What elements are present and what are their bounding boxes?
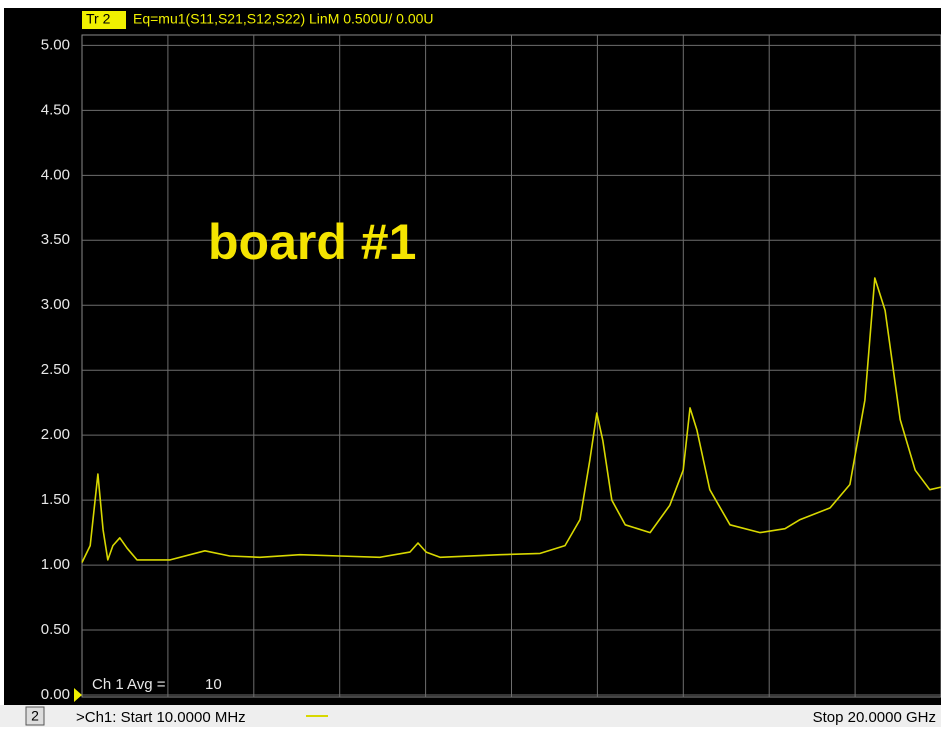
y-tick-label: 4.00 — [41, 166, 70, 183]
y-tick-label: 3.00 — [41, 296, 70, 313]
y-tick-label: 3.50 — [41, 231, 70, 248]
traces — [81, 277, 941, 563]
trace-header: Eq=mu1(S11,S21,S12,S22) LinM 0.500U/ 0.0… — [133, 11, 434, 27]
annotation: board #1 — [208, 214, 416, 270]
y-tick-label: 1.00 — [41, 556, 70, 573]
y-tick-label: 1.50 — [41, 491, 70, 508]
status-bar — [0, 705, 941, 727]
start-label: >Ch1: Start 10.0000 MHz — [76, 709, 246, 726]
channel-badge — [25, 706, 45, 726]
y-tick-label: 0.00 — [41, 686, 70, 703]
trace-badge — [82, 11, 126, 29]
y-tick-label: 2.50 — [41, 361, 70, 378]
screen — [4, 8, 941, 705]
trace-line — [81, 277, 941, 563]
y-tick-label: 5.00 — [41, 36, 70, 53]
stop-label: Stop 20.0000 GHz — [813, 709, 936, 726]
y-axis: 0.00 0.50 1.00 1.50 2.00 2.50 3.00 3.50 4.00 4.50… — [41, 36, 70, 703]
y-tick-label: 0.50 — [41, 621, 70, 638]
channel-number: 2 — [31, 708, 39, 724]
grid — [82, 35, 941, 697]
avg-label: Ch 1 Avg = — [92, 676, 166, 693]
y-tick-label: 4.50 — [41, 101, 70, 118]
avg-value: 10 — [205, 676, 222, 693]
reference-marker — [74, 688, 82, 702]
trace-id: Tr 2 — [86, 11, 111, 27]
y-tick-label: 2.00 — [41, 426, 70, 443]
